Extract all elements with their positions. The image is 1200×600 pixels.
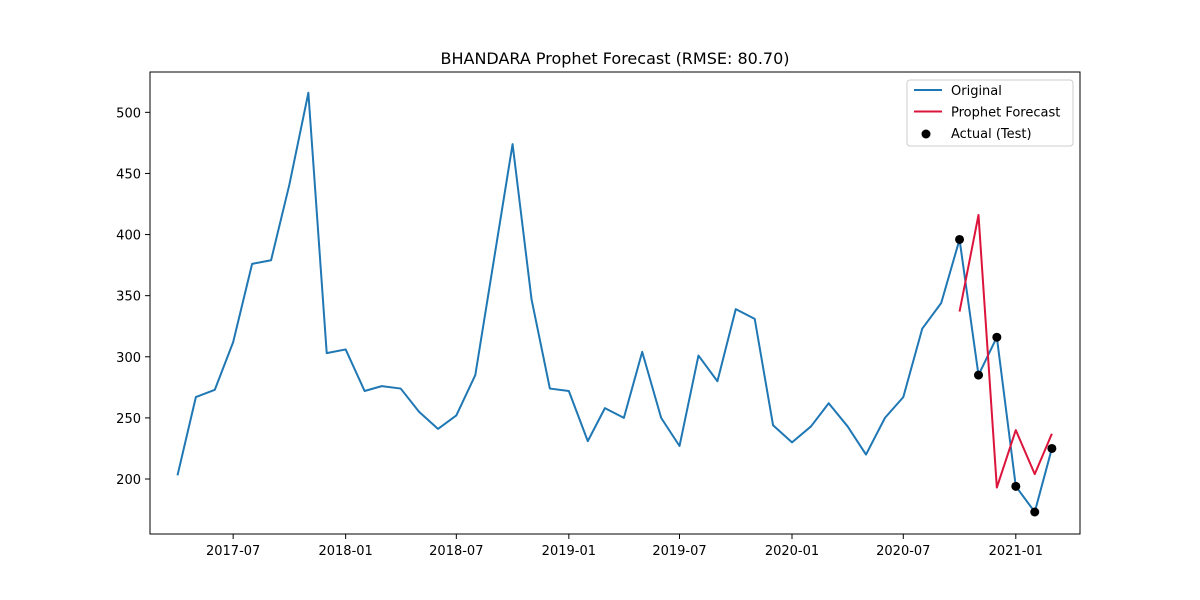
y-tick-label: 500 [116, 106, 141, 121]
y-tick-label: 400 [116, 229, 141, 244]
legend-swatch-actual-test [921, 129, 931, 139]
x-tick-label: 2020-01 [765, 544, 819, 559]
y-tick-label: 300 [116, 351, 141, 366]
legend: Original Prophet Forecast Actual (Test) [906, 79, 1074, 147]
y-tick-label: 350 [116, 290, 141, 305]
series-line-prophet-forecast [958, 214, 1053, 489]
data-point-actual-test [1030, 507, 1040, 517]
y-tick-label: 250 [116, 412, 141, 427]
x-tick-label: 2019-01 [542, 544, 596, 559]
legend-box [906, 79, 1074, 147]
plot-area [176, 91, 1057, 517]
axes: 2017-07 2018-01 2018-07 2019-01 2019-07 2020-… [116, 71, 1081, 559]
plot-frame [149, 71, 1081, 535]
data-point-actual-test [992, 332, 1002, 342]
data-point-actual-test [955, 234, 965, 244]
legend-label-actual-test: Actual (Test) [951, 127, 1032, 142]
chart-title: BHANDARA Prophet Forecast (RMSE: 80.70) [440, 49, 789, 68]
y-tick-label: 450 [116, 167, 141, 182]
x-tick-label: 2018-07 [429, 544, 483, 559]
data-point-actual-test [1011, 481, 1021, 491]
x-tick-label: 2019-07 [652, 544, 706, 559]
data-point-actual-test [974, 370, 983, 380]
legend-label-prophet-forecast: Prophet Forecast [951, 106, 1060, 121]
data-point-actual-test [1047, 443, 1057, 453]
x-tick-label: 2020-07 [876, 544, 930, 559]
y-tick-label: 200 [116, 473, 141, 488]
series-line-original [176, 91, 1053, 513]
x-tick-label: 2017-07 [206, 544, 260, 559]
x-tick-label: 2018-01 [318, 544, 372, 559]
x-tick-label: 2021-01 [989, 544, 1043, 559]
legend-label-original: Original [951, 84, 1002, 99]
